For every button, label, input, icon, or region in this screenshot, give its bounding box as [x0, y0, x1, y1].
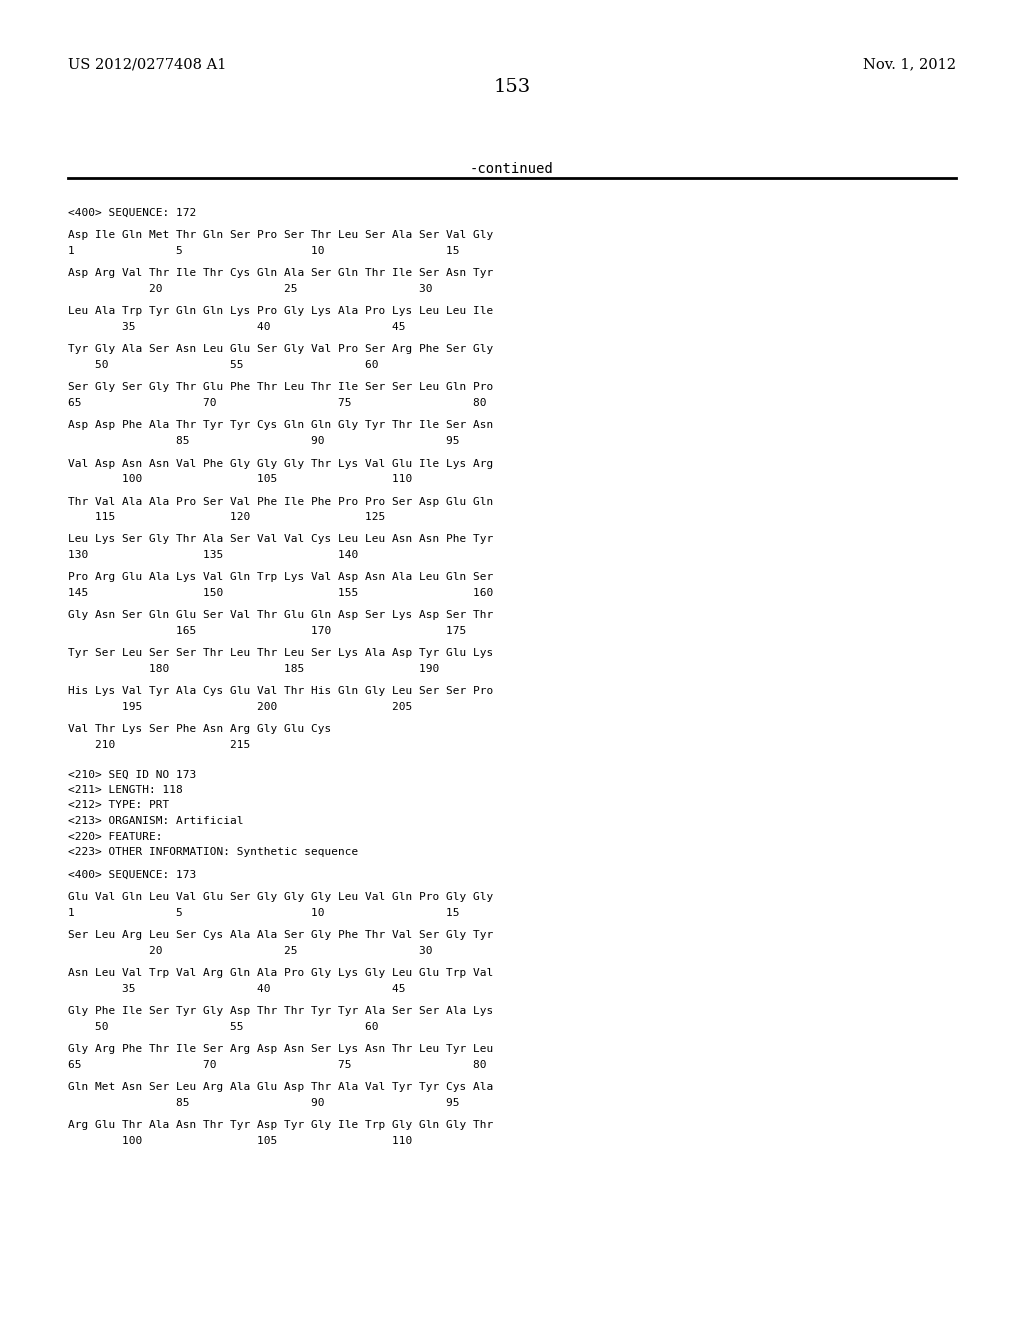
Text: Leu Ala Trp Tyr Gln Gln Lys Pro Gly Lys Ala Pro Lys Leu Leu Ile: Leu Ala Trp Tyr Gln Gln Lys Pro Gly Lys …	[68, 306, 494, 317]
Text: Gln Met Asn Ser Leu Arg Ala Glu Asp Thr Ala Val Tyr Tyr Cys Ala: Gln Met Asn Ser Leu Arg Ala Glu Asp Thr …	[68, 1082, 494, 1092]
Text: 50                  55                  60: 50 55 60	[68, 360, 379, 370]
Text: 210                 215: 210 215	[68, 741, 250, 750]
Text: Glu Val Gln Leu Val Glu Ser Gly Gly Gly Leu Val Gln Pro Gly Gly: Glu Val Gln Leu Val Glu Ser Gly Gly Gly …	[68, 892, 494, 902]
Text: Thr Val Ala Ala Pro Ser Val Phe Ile Phe Pro Pro Ser Asp Glu Gln: Thr Val Ala Ala Pro Ser Val Phe Ile Phe …	[68, 496, 494, 507]
Text: Asp Ile Gln Met Thr Gln Ser Pro Ser Thr Leu Ser Ala Ser Val Gly: Asp Ile Gln Met Thr Gln Ser Pro Ser Thr …	[68, 231, 494, 240]
Text: 153: 153	[494, 78, 530, 96]
Text: 145                 150                 155                 160: 145 150 155 160	[68, 587, 494, 598]
Text: His Lys Val Tyr Ala Cys Glu Val Thr His Gln Gly Leu Ser Ser Pro: His Lys Val Tyr Ala Cys Glu Val Thr His …	[68, 686, 494, 697]
Text: 85                  90                  95: 85 90 95	[68, 1097, 460, 1107]
Text: Ser Leu Arg Leu Ser Cys Ala Ala Ser Gly Phe Thr Val Ser Gly Tyr: Ser Leu Arg Leu Ser Cys Ala Ala Ser Gly …	[68, 931, 494, 940]
Text: Gly Asn Ser Gln Glu Ser Val Thr Glu Gln Asp Ser Lys Asp Ser Thr: Gly Asn Ser Gln Glu Ser Val Thr Glu Gln …	[68, 610, 494, 620]
Text: Tyr Ser Leu Ser Ser Thr Leu Thr Leu Ser Lys Ala Asp Tyr Glu Lys: Tyr Ser Leu Ser Ser Thr Leu Thr Leu Ser …	[68, 648, 494, 659]
Text: Tyr Gly Ala Ser Asn Leu Glu Ser Gly Val Pro Ser Arg Phe Ser Gly: Tyr Gly Ala Ser Asn Leu Glu Ser Gly Val …	[68, 345, 494, 355]
Text: <213> ORGANISM: Artificial: <213> ORGANISM: Artificial	[68, 816, 244, 826]
Text: <223> OTHER INFORMATION: Synthetic sequence: <223> OTHER INFORMATION: Synthetic seque…	[68, 847, 358, 857]
Text: 65                  70                  75                  80: 65 70 75 80	[68, 1060, 486, 1069]
Text: Pro Arg Glu Ala Lys Val Gln Trp Lys Val Asp Asn Ala Leu Gln Ser: Pro Arg Glu Ala Lys Val Gln Trp Lys Val …	[68, 573, 494, 582]
Text: Val Thr Lys Ser Phe Asn Arg Gly Glu Cys: Val Thr Lys Ser Phe Asn Arg Gly Glu Cys	[68, 725, 331, 734]
Text: Val Asp Asn Asn Val Phe Gly Gly Gly Thr Lys Val Glu Ile Lys Arg: Val Asp Asn Asn Val Phe Gly Gly Gly Thr …	[68, 458, 494, 469]
Text: <210> SEQ ID NO 173: <210> SEQ ID NO 173	[68, 770, 197, 780]
Text: 85                  90                  95: 85 90 95	[68, 436, 460, 446]
Text: <212> TYPE: PRT: <212> TYPE: PRT	[68, 800, 169, 810]
Text: 20                  25                  30: 20 25 30	[68, 945, 432, 956]
Text: Gly Phe Ile Ser Tyr Gly Asp Thr Thr Tyr Tyr Ala Ser Ser Ala Lys: Gly Phe Ile Ser Tyr Gly Asp Thr Thr Tyr …	[68, 1006, 494, 1016]
Text: Arg Glu Thr Ala Asn Thr Tyr Asp Tyr Gly Ile Trp Gly Gln Gly Thr: Arg Glu Thr Ala Asn Thr Tyr Asp Tyr Gly …	[68, 1119, 494, 1130]
Text: -continued: -continued	[470, 162, 554, 176]
Text: <400> SEQUENCE: 172: <400> SEQUENCE: 172	[68, 209, 197, 218]
Text: 195                 200                 205: 195 200 205	[68, 702, 413, 711]
Text: Ser Gly Ser Gly Thr Glu Phe Thr Leu Thr Ile Ser Ser Leu Gln Pro: Ser Gly Ser Gly Thr Glu Phe Thr Leu Thr …	[68, 383, 494, 392]
Text: 100                 105                 110: 100 105 110	[68, 474, 413, 484]
Text: 115                 120                 125: 115 120 125	[68, 512, 385, 521]
Text: <400> SEQUENCE: 173: <400> SEQUENCE: 173	[68, 870, 197, 879]
Text: Asp Asp Phe Ala Thr Tyr Tyr Cys Gln Gln Gly Tyr Thr Ile Ser Asn: Asp Asp Phe Ala Thr Tyr Tyr Cys Gln Gln …	[68, 421, 494, 430]
Text: Leu Lys Ser Gly Thr Ala Ser Val Val Cys Leu Leu Asn Asn Phe Tyr: Leu Lys Ser Gly Thr Ala Ser Val Val Cys …	[68, 535, 494, 544]
Text: 50                  55                  60: 50 55 60	[68, 1022, 379, 1031]
Text: US 2012/0277408 A1: US 2012/0277408 A1	[68, 57, 226, 71]
Text: Asn Leu Val Trp Val Arg Gln Ala Pro Gly Lys Gly Leu Glu Trp Val: Asn Leu Val Trp Val Arg Gln Ala Pro Gly …	[68, 968, 494, 978]
Text: 20                  25                  30: 20 25 30	[68, 284, 432, 294]
Text: Gly Arg Phe Thr Ile Ser Arg Asp Asn Ser Lys Asn Thr Leu Tyr Leu: Gly Arg Phe Thr Ile Ser Arg Asp Asn Ser …	[68, 1044, 494, 1053]
Text: <211> LENGTH: 118: <211> LENGTH: 118	[68, 785, 182, 795]
Text: 165                 170                 175: 165 170 175	[68, 626, 466, 636]
Text: 1               5                   10                  15: 1 5 10 15	[68, 908, 460, 917]
Text: 35                  40                  45: 35 40 45	[68, 322, 406, 333]
Text: 100                 105                 110: 100 105 110	[68, 1135, 413, 1146]
Text: <220> FEATURE:: <220> FEATURE:	[68, 832, 163, 842]
Text: Asp Arg Val Thr Ile Thr Cys Gln Ala Ser Gln Thr Ile Ser Asn Tyr: Asp Arg Val Thr Ile Thr Cys Gln Ala Ser …	[68, 268, 494, 279]
Text: 130                 135                 140: 130 135 140	[68, 550, 358, 560]
Text: Nov. 1, 2012: Nov. 1, 2012	[863, 57, 956, 71]
Text: 65                  70                  75                  80: 65 70 75 80	[68, 399, 486, 408]
Text: 180                 185                 190: 180 185 190	[68, 664, 439, 675]
Text: 35                  40                  45: 35 40 45	[68, 983, 406, 994]
Text: 1               5                   10                  15: 1 5 10 15	[68, 246, 460, 256]
